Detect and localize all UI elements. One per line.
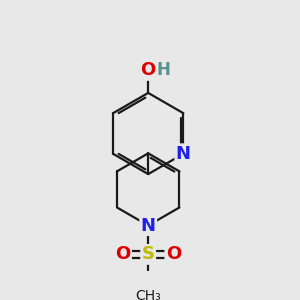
Text: O: O	[166, 245, 181, 263]
Text: N: N	[176, 145, 191, 163]
Text: O: O	[141, 61, 156, 80]
Text: N: N	[141, 217, 156, 235]
Text: CH₃: CH₃	[135, 289, 161, 300]
Text: S: S	[142, 245, 155, 263]
Text: H: H	[156, 61, 170, 80]
Text: O: O	[115, 245, 130, 263]
